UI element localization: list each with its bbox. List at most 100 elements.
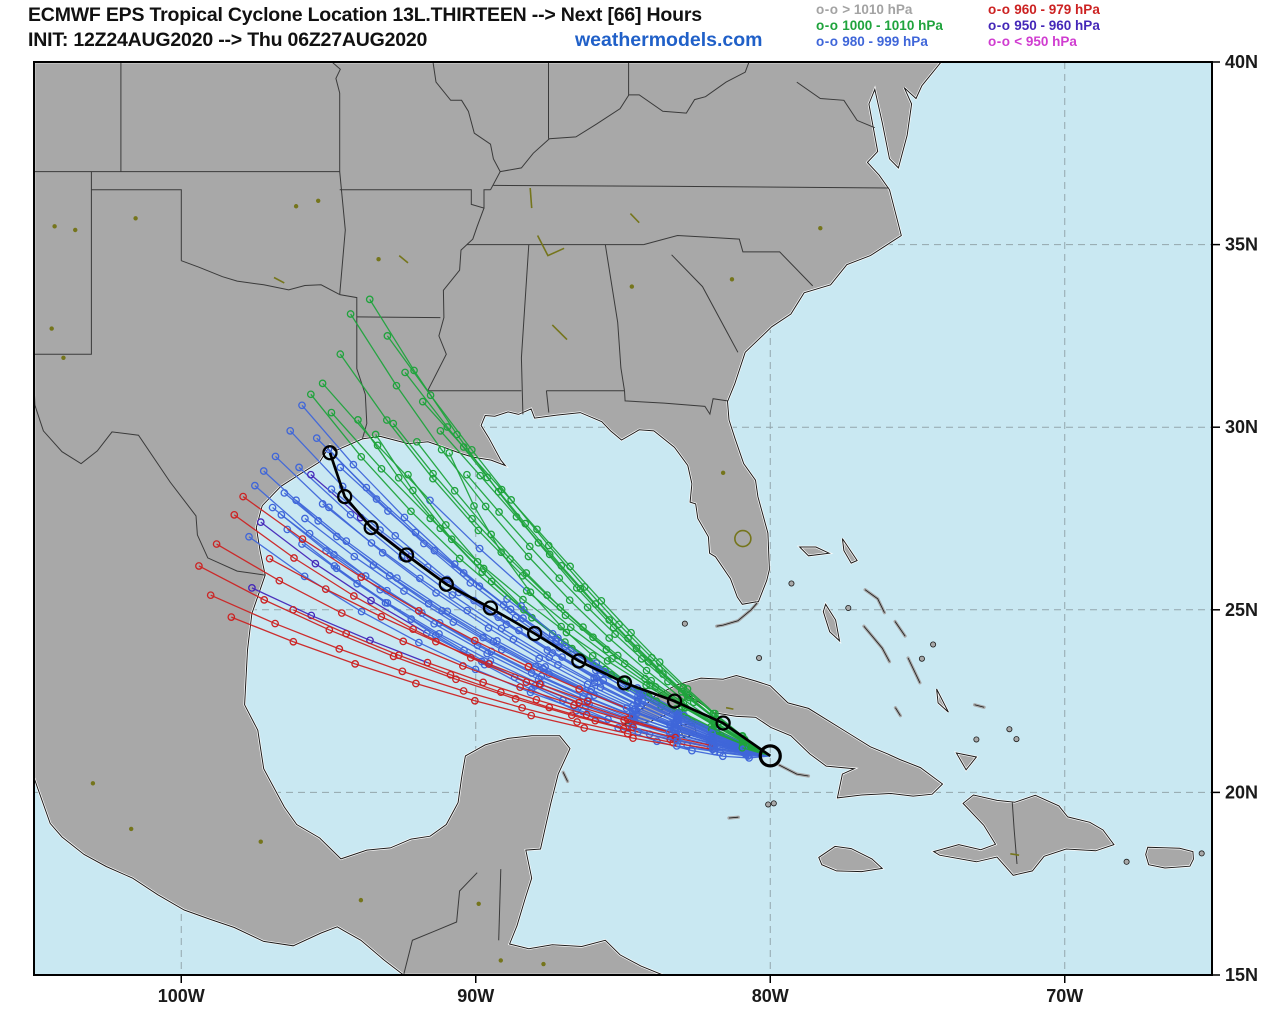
lake: [258, 839, 263, 844]
mean-position-marker: [666, 693, 683, 709]
border-line: [339, 171, 346, 295]
member-position-marker: [330, 562, 339, 570]
member-segment: [334, 565, 386, 604]
member-segment: [441, 610, 494, 643]
islet: [1006, 726, 1013, 733]
member-segment: [676, 745, 715, 753]
member-segment: [471, 518, 511, 560]
member-segment: [569, 599, 610, 639]
member-segment: [275, 455, 330, 508]
member-segment: [435, 592, 489, 629]
member-segment: [678, 712, 712, 731]
islet: [681, 620, 688, 627]
member-segment: [357, 419, 400, 479]
member-segment: [402, 640, 464, 667]
member-position-marker: [283, 525, 292, 534]
lat-label: 40N: [1225, 52, 1258, 72]
member-position-marker: [566, 623, 575, 632]
member-segment: [632, 715, 675, 730]
lake: [541, 961, 546, 967]
member-segment: [592, 636, 626, 665]
member-position-marker: [321, 585, 330, 593]
border-line: [708, 236, 814, 287]
member-segment: [263, 599, 330, 631]
member-segment: [640, 706, 679, 724]
member-position-marker: [497, 548, 506, 557]
member-position-marker: [651, 682, 660, 691]
member-segment: [311, 614, 371, 641]
member-segment: [483, 568, 522, 607]
brand-link[interactable]: weathermodels.com: [575, 29, 763, 51]
lake: [128, 826, 134, 832]
member-position-marker: [195, 562, 203, 570]
member-position-marker: [459, 662, 467, 670]
lake: [720, 470, 726, 476]
member-position-marker: [552, 637, 560, 646]
member-segment: [490, 533, 527, 574]
member-segment: [402, 670, 464, 692]
member-position-marker: [349, 460, 358, 469]
member-position-marker: [495, 508, 503, 516]
member-segment: [470, 657, 527, 683]
member-position-marker: [407, 615, 416, 623]
island-chain-outline: [894, 621, 906, 637]
member-segment: [488, 627, 540, 659]
member-segment: [559, 606, 594, 638]
member-position-marker: [449, 618, 458, 626]
member-position-marker: [689, 698, 698, 707]
member-segment: [518, 629, 563, 658]
member-segment: [479, 548, 528, 592]
member-segment: [600, 673, 641, 697]
member-position-marker: [377, 464, 386, 473]
member-segment: [531, 714, 585, 729]
member-segment: [646, 670, 683, 699]
member-segment: [538, 678, 588, 702]
member-segment: [386, 335, 432, 396]
member-position-marker: [522, 569, 531, 577]
ensemble-track-member: [327, 485, 771, 757]
member-segment: [485, 506, 529, 557]
mean-position-marker: [616, 675, 633, 691]
member-position-marker: [479, 564, 488, 573]
member-position-marker: [277, 510, 286, 519]
track-marker-glyph: o-o: [988, 34, 1011, 49]
member-segment: [549, 553, 581, 590]
lake: [498, 958, 503, 963]
member-position-marker: [298, 401, 306, 410]
member-segment: [565, 614, 607, 651]
member-segment: [595, 720, 639, 733]
member-position-marker: [525, 542, 534, 551]
ensemble-track-member: [336, 463, 771, 757]
mean-position-marker: [438, 576, 454, 592]
member-segment: [536, 699, 587, 716]
member-position-marker: [622, 704, 631, 712]
member-segment: [501, 627, 550, 659]
member-position-marker: [511, 613, 520, 622]
member-position-marker: [554, 661, 562, 669]
member-position-marker: [628, 712, 637, 721]
member-segment: [710, 739, 744, 750]
lat-label: 20N: [1225, 782, 1258, 802]
member-segment: [474, 640, 529, 668]
member-segment: [614, 633, 643, 660]
legend-label: 1000 - 1010 hPa: [842, 18, 943, 33]
member-segment: [587, 683, 634, 707]
member-position-marker: [337, 609, 346, 617]
member-segment: [415, 532, 465, 574]
member-segment: [588, 697, 635, 717]
member-segment: [394, 535, 448, 580]
lake: [629, 284, 635, 289]
member-segment: [636, 647, 664, 675]
inland-waters: [49, 187, 1020, 967]
member-segment: [636, 712, 677, 729]
hispaniola-coastline: [932, 794, 1115, 876]
member-segment: [676, 717, 712, 735]
member-position-marker: [306, 390, 315, 399]
member-position-marker: [325, 503, 333, 512]
member-segment: [433, 623, 488, 655]
legend-column-1: o-o > 1010 hPa o-o 1000 - 1010 hPa o-o 9…: [816, 2, 943, 50]
member-segment: [549, 706, 596, 722]
member-position-marker: [484, 660, 493, 668]
member-position-marker: [342, 629, 351, 638]
island-coastline: [936, 688, 949, 713]
